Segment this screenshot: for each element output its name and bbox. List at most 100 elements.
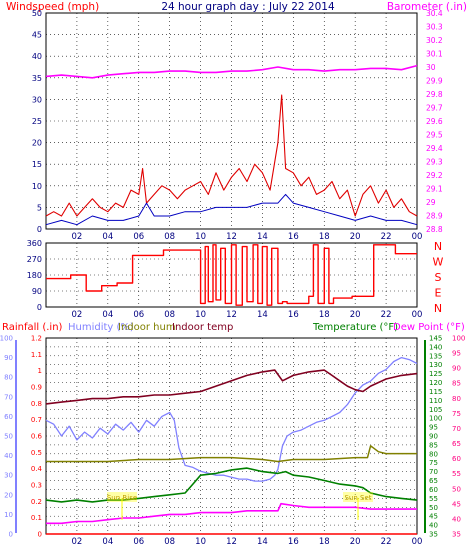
temperature-tick-label: 40 [429, 522, 438, 530]
compass-label: S [435, 271, 442, 284]
windspeed-tick-label: 0 [37, 225, 42, 234]
humidity-tick-label: 60 [4, 413, 13, 421]
windspeed-average-line [45, 193, 418, 226]
barometer-ticks: 28.8 28.9 29 29.1 29.2 29.3 29.4 29.5 29.6 29.7 29… [426, 9, 443, 234]
humidity-tick-label: 50 [4, 433, 13, 441]
legend-indoor-hum: Indoor hum [118, 322, 176, 333]
barometer-tick-label: 30.2 [426, 36, 443, 45]
dew-point-tick-label: 50 [452, 485, 461, 493]
windspeed-tick-label: 40 [32, 52, 42, 61]
dew-point-tick-label: 65 [452, 440, 461, 448]
humidity-tick-label: 0 [9, 531, 13, 539]
dew-point-tick-label: 60 [452, 455, 461, 463]
rainfall-tick-label: 0.8 [31, 400, 42, 408]
windspeed-axis-label: Windspeed (mph) [6, 1, 99, 13]
temperature-tick-label: 55 [429, 495, 438, 503]
temperature-tick-label: 145 [429, 335, 442, 343]
temperature-tick-label: 135 [429, 352, 442, 360]
wind-direction-line [46, 244, 417, 306]
humidity-tick-label: 10 [4, 511, 13, 519]
temperature-tick-label: 115 [429, 388, 442, 396]
windspeed-tick-label: 30 [32, 95, 42, 104]
indoor-hum-line [46, 445, 417, 463]
barometer-tick-label: 29 [426, 198, 436, 207]
windspeed-tick-label: 15 [32, 160, 42, 169]
temperature-tick-label: 95 [429, 424, 438, 432]
sun-rise-label: Sun Rise [107, 494, 137, 502]
dew-point-ticks: 35 40 45 50 55 60 65 70 75 80 85 90 95 100 [452, 335, 465, 539]
x-tick-label: 16 [288, 310, 299, 320]
windspeed-tick-label: 5 [37, 203, 42, 212]
rainfall-tick-label: 0.6 [31, 433, 43, 441]
temperature-tick-label: 140 [429, 343, 442, 351]
windspeed-gust-line [45, 94, 418, 217]
chart-title: 24 hour graph day : July 22 2014 [161, 1, 335, 13]
x-tick-label: 14 [257, 310, 268, 320]
barometer-tick-label: 30 [426, 63, 436, 72]
rainfall-tick-label: 0.4 [31, 465, 43, 473]
rainfall-tick-label: 0.3 [31, 482, 42, 490]
temperature-tick-label: 105 [429, 406, 442, 414]
x-tick-label: 22 [381, 537, 392, 547]
x-tick-label: 06 [133, 232, 144, 242]
humidity-tick-label: 100 [0, 335, 13, 343]
x-tick-label: 08 [164, 310, 175, 320]
temperature-tick-label: 130 [429, 361, 442, 369]
x-tick-label: 14 [257, 232, 268, 242]
x-tick-label: 00 [412, 232, 423, 242]
barometer-tick-label: 29.3 [426, 158, 443, 167]
x-tick-label: 12 [226, 310, 237, 320]
x-tick-label: 14 [257, 537, 268, 547]
barometer-tick-label: 29.2 [426, 171, 443, 180]
x-tick-label: 04 [102, 537, 113, 547]
windspeed-tick-label: 20 [32, 139, 42, 148]
dew-point-tick-label: 35 [452, 531, 461, 539]
humidity-tick-label: 80 [4, 374, 13, 382]
humidity-line [45, 356, 418, 482]
barometer-tick-label: 29.5 [426, 131, 443, 140]
wind-grid [46, 12, 418, 230]
barometer-axis-label: Barometer (.in) [387, 1, 467, 13]
compass-label: E [435, 287, 442, 300]
compass-label: N [434, 302, 442, 315]
sun-rise-box [107, 492, 137, 502]
temperature-ticks: 3540455055606570758085909510010511011512… [429, 335, 442, 539]
legend-rainfall: Rainfall (.in) [2, 322, 63, 333]
dew-point-tick-label: 95 [452, 350, 461, 358]
x-tick-label: 12 [226, 232, 237, 242]
temperature-tick-label: 90 [429, 433, 438, 441]
x-tick-label: 06 [133, 537, 144, 547]
x-tick-label: 10 [195, 310, 206, 320]
windspeed-tick-label: 10 [32, 182, 42, 191]
x-tick-label: 10 [195, 232, 206, 242]
x-tick-label: 20 [350, 232, 361, 242]
x-tick-label: 10 [195, 537, 206, 547]
series-layer [45, 64, 418, 535]
direction-tick-label: 0 [37, 303, 42, 312]
x-tick-label: 02 [72, 537, 83, 547]
legend-indoor-temp: Indoor temp [172, 322, 233, 333]
dew-point-tick-label: 75 [452, 410, 461, 418]
temperature-tick-label: 65 [429, 477, 438, 485]
temperature-tick-label: 50 [429, 504, 438, 512]
sun-set-box [343, 492, 373, 502]
windspeed-tick-label: 50 [32, 9, 42, 18]
x-tick-label: 06 [133, 310, 144, 320]
x-tick-label: 00 [412, 310, 423, 320]
temperature-line [45, 467, 418, 503]
direction-tick-label: 90 [32, 287, 42, 296]
rainfall-ticks: 0 0.1 0.2 0.3 0.4 0.5 0.6 0.7 0.8 0.9 1 1.1 1.2 [31, 335, 43, 539]
x-tick-label: 02 [72, 232, 83, 242]
weather-x-ticks: 02 04 06 08 10 12 14 16 18 20 22 00 [72, 537, 423, 547]
legend-temperature: Temperature (°F) [312, 322, 398, 333]
temperature-tick-label: 125 [429, 370, 442, 378]
rainfall-tick-label: 1.2 [31, 335, 42, 343]
compass-label: W [433, 256, 444, 269]
barometer-tick-label: 30.3 [426, 23, 443, 32]
humidity-tick-label: 90 [4, 354, 13, 362]
x-tick-label: 08 [164, 537, 175, 547]
barometer-tick-label: 29.7 [426, 104, 443, 113]
barometer-tick-label: 29.8 [426, 90, 443, 99]
x-tick-label: 16 [288, 232, 299, 242]
